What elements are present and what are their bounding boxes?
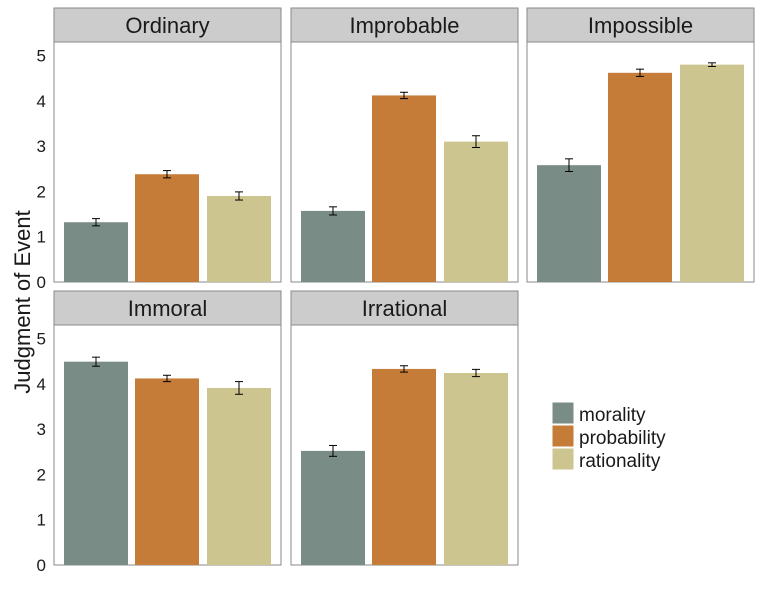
y-axis-label: Judgment of Event [10, 210, 35, 393]
y-tick-label: 5 [37, 330, 46, 349]
error-bar-rationality [235, 381, 243, 395]
legend-label: rationality [579, 451, 661, 472]
error-bar-probability [636, 68, 644, 77]
facet-strip [53, 7, 282, 43]
error-bar-rationality [472, 135, 480, 149]
bar-rationality [207, 387, 271, 565]
error-bar-morality [92, 218, 100, 227]
bar-morality [537, 165, 601, 282]
facet-panel-immoral: Immoral 0 1 2 3 4 5 [37, 290, 282, 575]
legend-key [551, 424, 575, 448]
legend-item-probability: probability [551, 424, 666, 449]
facet-panels: Ordinary 0 1 2 3 4 5 Improbable Impossible Immora… [37, 7, 755, 575]
facet-title: Immoral [128, 296, 207, 321]
legend-item-morality: morality [551, 401, 646, 426]
bar-morality [64, 222, 128, 282]
error-bar-morality [329, 206, 337, 216]
bar-rationality [444, 141, 508, 282]
facet-panel-improbable: Improbable [290, 7, 519, 283]
error-bar-rationality [708, 62, 716, 67]
y-tick-label: 4 [37, 92, 46, 111]
y-tick-label: 0 [37, 556, 46, 575]
facet-strip [53, 290, 282, 326]
error-bar-probability [400, 365, 408, 373]
legend-key [551, 447, 575, 471]
facet-title: Improbable [349, 13, 459, 38]
bar-probability [372, 95, 436, 282]
facet-strip [526, 7, 755, 43]
y-tick-label: 3 [37, 420, 46, 439]
facet-title: Ordinary [125, 13, 209, 38]
facet-panel-impossible: Impossible [526, 7, 755, 283]
facet-panel-irrational: Irrational [290, 290, 519, 566]
bar-morality [301, 210, 365, 282]
facet-title: Irrational [362, 296, 448, 321]
error-bar-probability [400, 91, 408, 100]
legend-label: morality [579, 405, 646, 426]
error-bar-rationality [235, 191, 243, 201]
error-bar-probability [163, 374, 171, 383]
y-tick-label: 1 [37, 511, 46, 530]
y-tick-label: 5 [37, 47, 46, 66]
legend-label: probability [579, 428, 666, 449]
y-tick-label: 1 [37, 228, 46, 247]
y-tick-label: 3 [37, 137, 46, 156]
bar-probability [372, 368, 436, 565]
error-bar-probability [163, 170, 171, 179]
bar-rationality [680, 64, 744, 282]
bar-probability [135, 174, 199, 282]
facet-panel-ordinary: Ordinary 0 1 2 3 4 5 [37, 7, 282, 292]
y-tick-label: 2 [37, 182, 46, 201]
bar-rationality [444, 373, 508, 565]
y-tick-label: 0 [37, 273, 46, 292]
bar-probability [608, 72, 672, 282]
y-tick-label: 2 [37, 465, 46, 484]
legend-item-rationality: rationality [551, 447, 661, 472]
facet-strip [290, 290, 519, 326]
bar-rationality [207, 195, 271, 282]
bar-morality [301, 450, 365, 565]
legend-key [551, 401, 575, 425]
error-bar-rationality [472, 368, 480, 378]
facet-title: Impossible [588, 13, 693, 38]
bar-morality [64, 361, 128, 565]
error-bar-morality [565, 158, 573, 173]
y-tick-label: 4 [37, 375, 46, 394]
error-bar-morality [92, 356, 100, 367]
bar-probability [135, 378, 199, 565]
error-bar-morality [329, 444, 337, 457]
